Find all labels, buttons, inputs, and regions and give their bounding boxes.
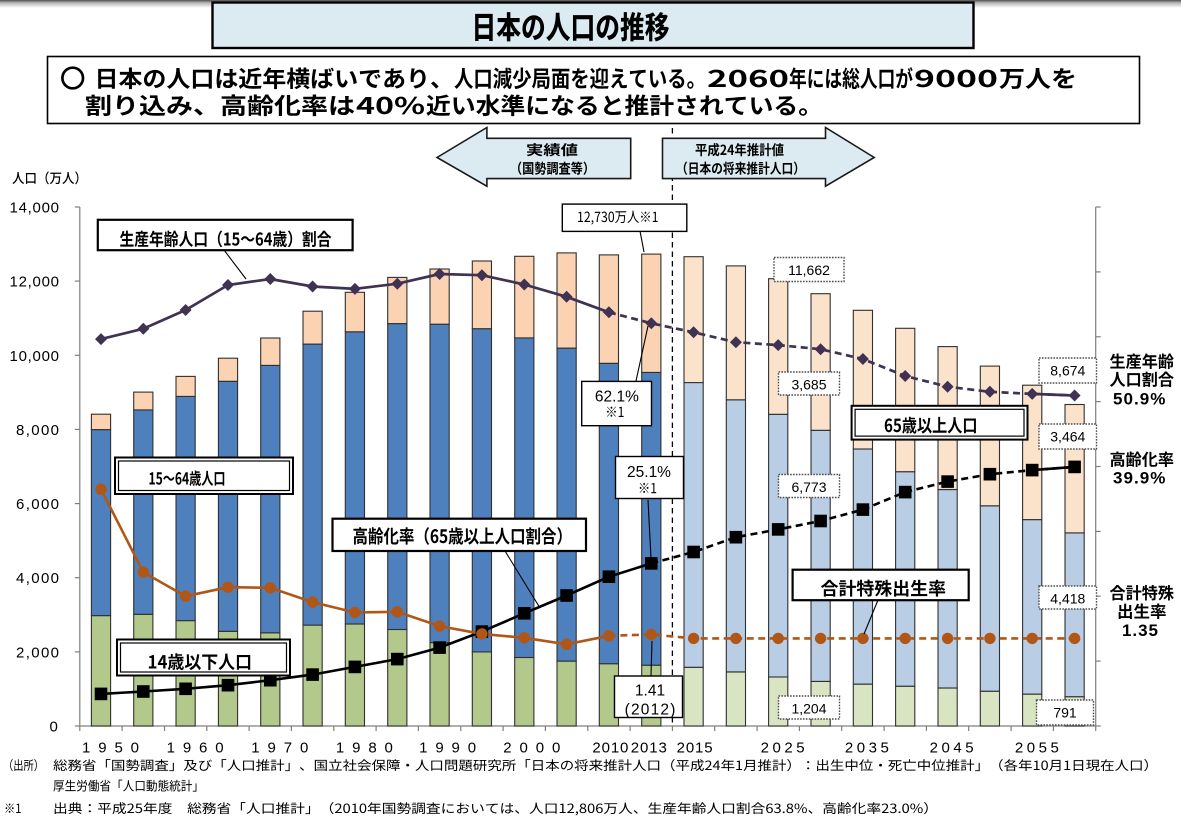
svg-text:2015: 2015	[677, 740, 713, 757]
svg-text:4,418: 4,418	[1050, 591, 1085, 607]
svg-text:1,204: 1,204	[791, 701, 826, 717]
svg-text:1.35: 1.35	[1122, 621, 1158, 640]
svg-text:62.1%: 62.1%	[595, 389, 639, 406]
svg-text:25.1%: 25.1%	[627, 464, 671, 481]
svg-text:4,000: 4,000	[16, 570, 59, 587]
svg-text:2,000: 2,000	[16, 644, 59, 661]
svg-text:1.41: 1.41	[635, 683, 665, 700]
svg-text:12,000: 12,000	[10, 274, 60, 291]
svg-text:3,685: 3,685	[791, 377, 826, 393]
svg-text:8,000: 8,000	[16, 422, 59, 439]
svg-text:39.9%: 39.9%	[1113, 469, 1165, 488]
svg-text:50.9%: 50.9%	[1113, 390, 1165, 409]
svg-text:6,773: 6,773	[791, 479, 826, 495]
svg-text:(2012): (2012)	[625, 702, 676, 719]
svg-text:2010: 2010	[592, 740, 628, 757]
svg-text:10,000: 10,000	[10, 348, 60, 365]
svg-text:0: 0	[50, 719, 58, 736]
svg-text:8,674: 8,674	[1050, 363, 1085, 379]
svg-text:791: 791	[1053, 705, 1077, 721]
svg-text:11,662: 11,662	[788, 262, 830, 278]
svg-text:14,000: 14,000	[10, 200, 60, 217]
svg-text:2013: 2013	[631, 740, 667, 757]
svg-text:3,464: 3,464	[1050, 429, 1085, 445]
svg-text:6,000: 6,000	[16, 496, 59, 513]
